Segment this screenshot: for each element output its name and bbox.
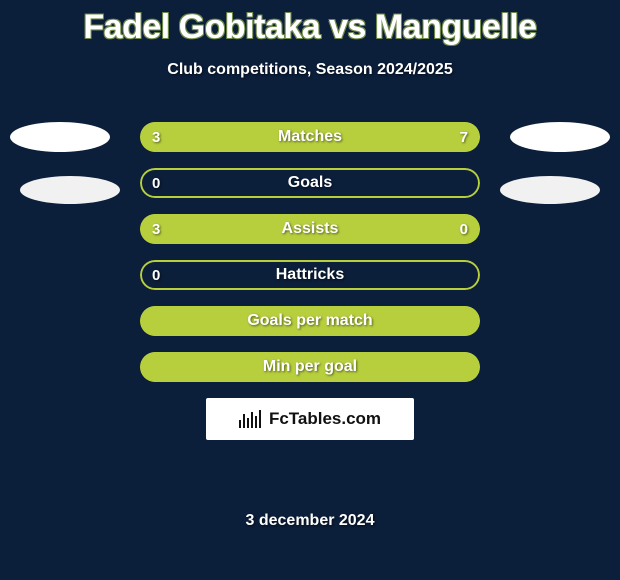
bar-fill-right [242,122,480,152]
stat-row: Goals per match [140,306,480,336]
stat-value-left: 0 [152,168,160,198]
stat-value-left: 0 [152,260,160,290]
bar-fill-right [412,214,480,244]
source-logo-text: FcTables.com [269,409,381,429]
player-badge-left-primary [10,122,110,152]
stat-row: 0Hattricks [140,260,480,290]
page-subtitle: Club competitions, Season 2024/2025 [0,61,620,79]
bar-fill-left [140,214,412,244]
date-label: 3 december 2024 [0,512,620,530]
stat-label: Hattricks [140,260,480,290]
stat-row: 37Matches [140,122,480,152]
player-badge-right-secondary [500,176,600,204]
player-badge-right-primary [510,122,610,152]
bar-fill-full [140,352,480,382]
bar-fill-left [140,122,242,152]
bar-outline [140,168,480,198]
player-badge-left-secondary [20,176,120,204]
bar-outline [140,260,480,290]
stat-row: 0Goals [140,168,480,198]
stat-row: Min per goal [140,352,480,382]
comparison-chart: 37Matches0Goals30Assists0HattricksGoals … [140,122,480,398]
stat-label: Goals [140,168,480,198]
source-logo: FcTables.com [206,398,414,440]
page-title: Fadel Gobitaka vs Manguelle [0,0,620,47]
bar-fill-full [140,306,480,336]
bars-icon [239,410,263,428]
stat-row: 30Assists [140,214,480,244]
